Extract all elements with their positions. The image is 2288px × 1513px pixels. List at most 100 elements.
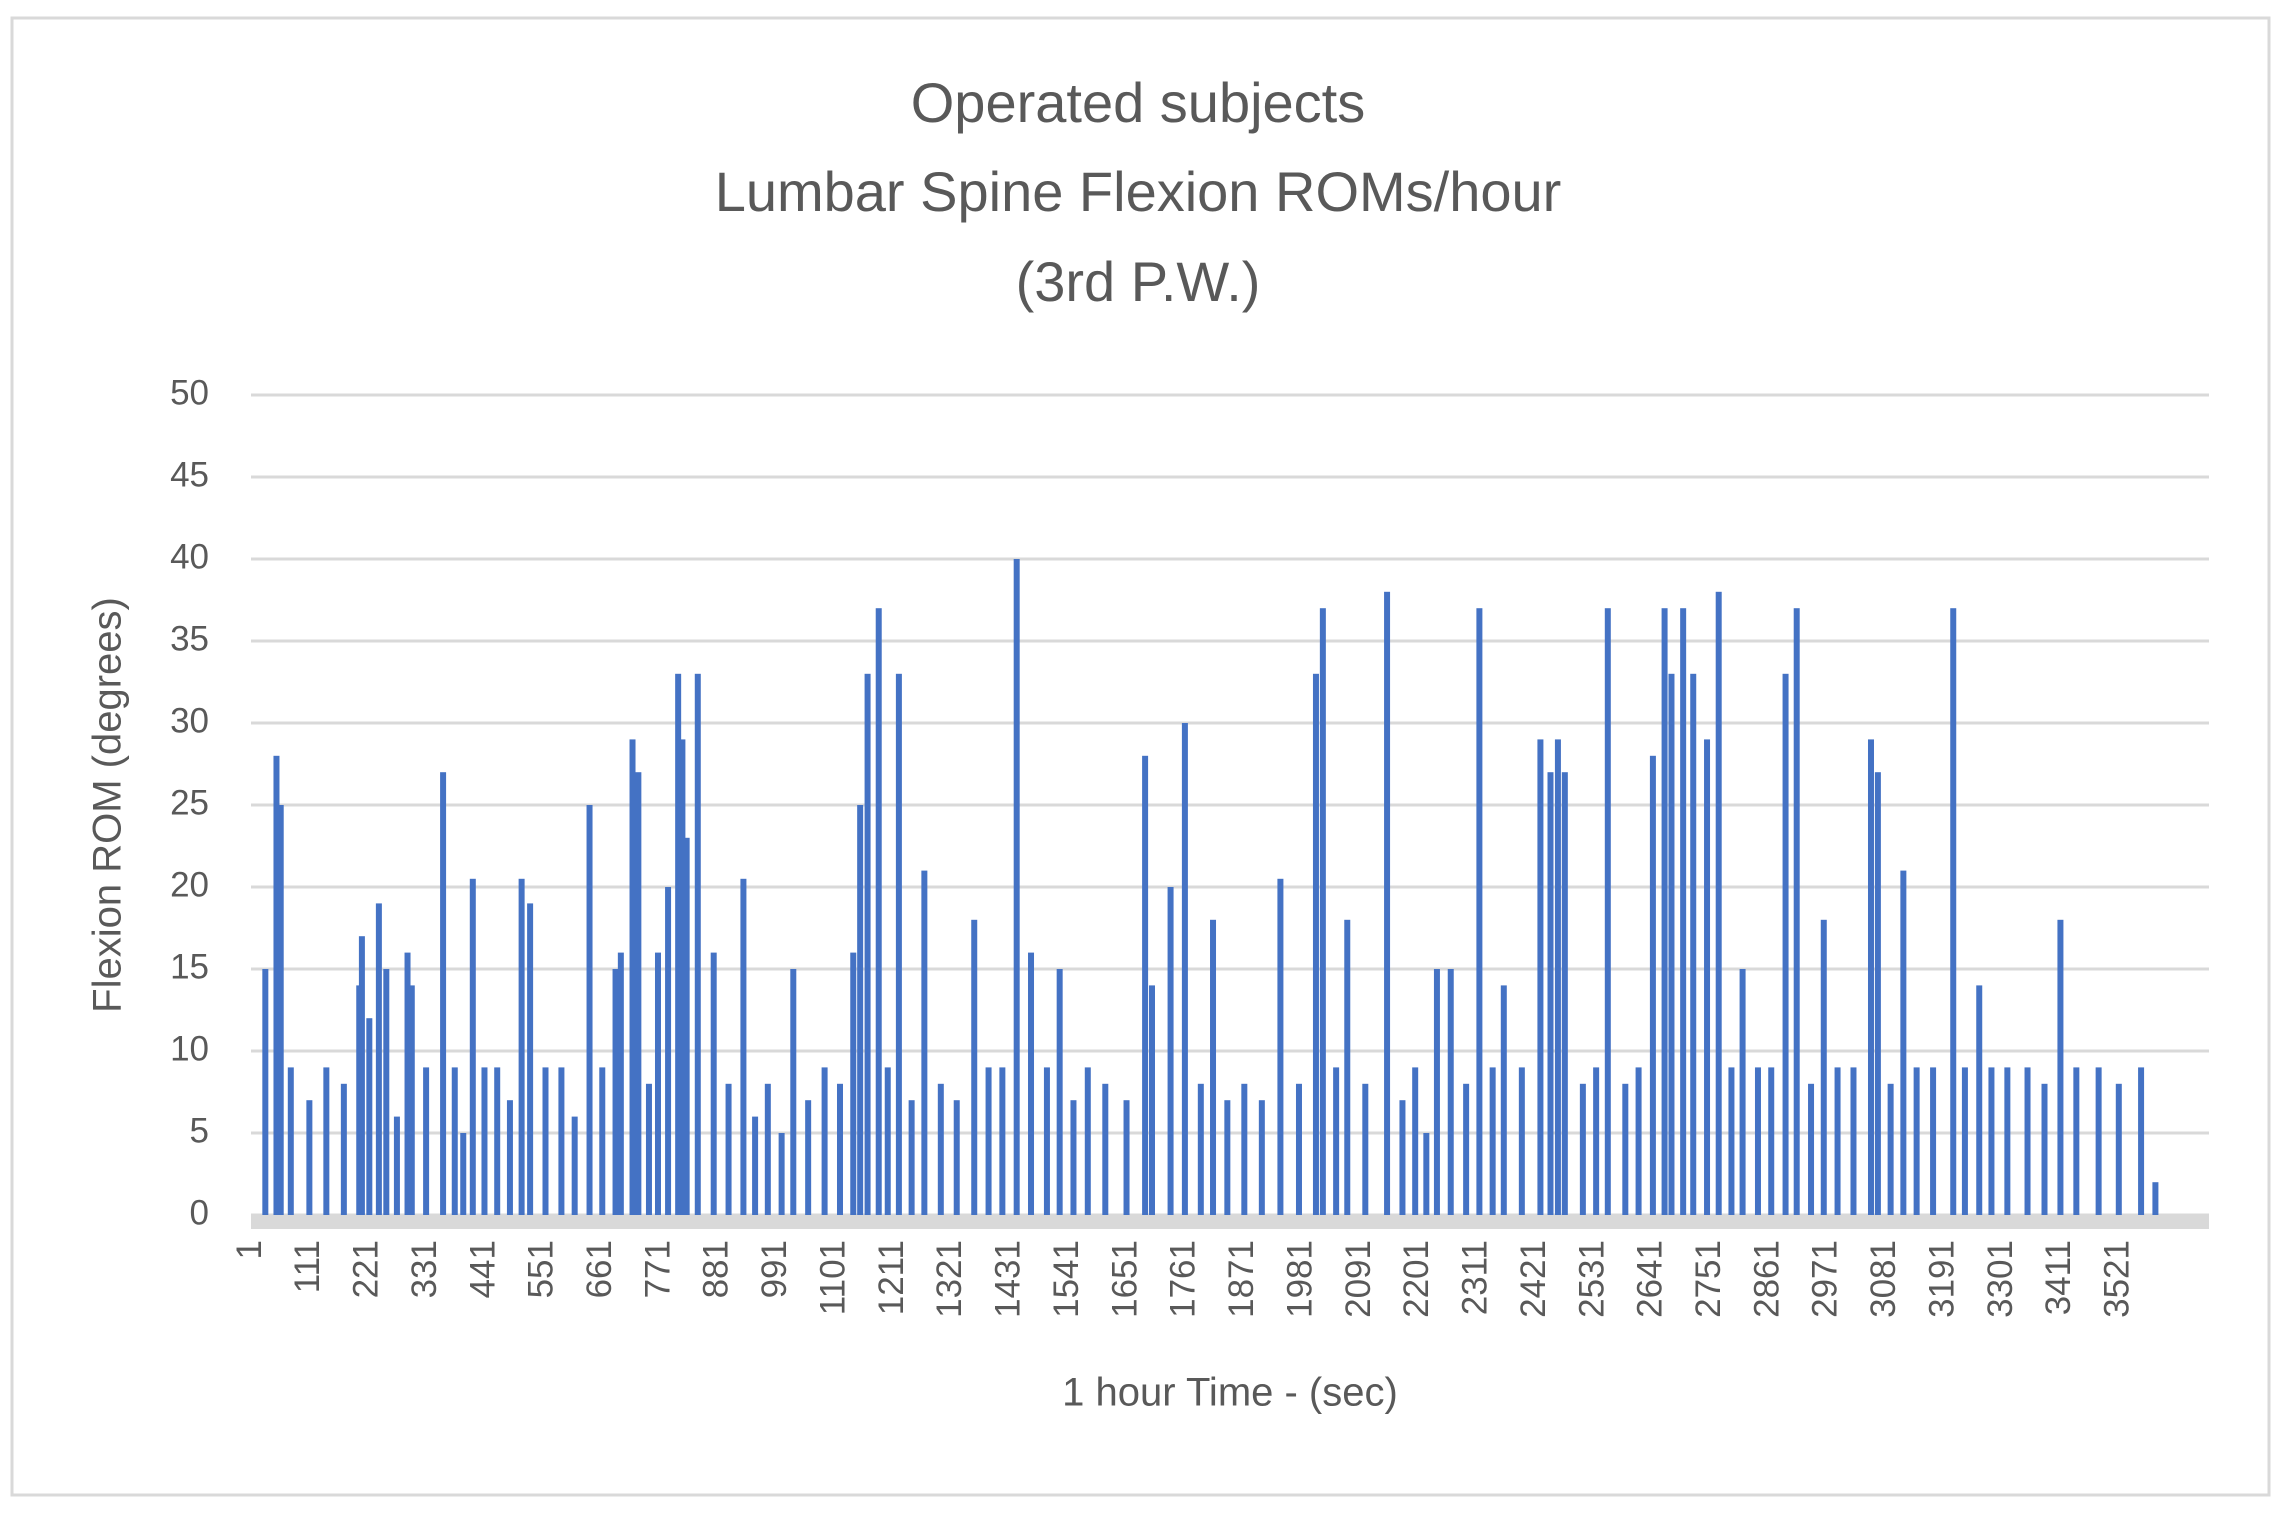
x-tick-label: 331: [405, 1240, 444, 1298]
bar: [1476, 608, 1483, 1215]
bar: [1950, 608, 1957, 1215]
x-tick-label: 2751: [1689, 1240, 1728, 1318]
bar: [1384, 591, 1391, 1215]
bar: [1874, 772, 1881, 1215]
bar: [683, 837, 690, 1215]
bar: [1754, 1067, 1761, 1215]
x-tick-label: 2091: [1339, 1240, 1378, 1318]
x-tick-label: 1321: [930, 1240, 969, 1318]
bar: [1704, 739, 1711, 1215]
bar: [358, 936, 365, 1215]
x-tick-label: 3081: [1864, 1240, 1903, 1318]
bar: [1808, 1083, 1815, 1215]
bar: [1739, 969, 1746, 1215]
bar: [612, 969, 619, 1215]
bar: [2095, 1067, 2102, 1215]
bar: [836, 1083, 843, 1215]
bar: [383, 969, 390, 1215]
bar: [1043, 1067, 1050, 1215]
x-tick-label: 991: [755, 1240, 794, 1298]
bar: [1768, 1067, 1775, 1215]
x-tick-label: 1761: [1164, 1240, 1203, 1318]
bar: [1489, 1067, 1496, 1215]
bar: [617, 952, 624, 1215]
bar: [1167, 887, 1174, 1215]
bar: [725, 1083, 732, 1215]
bar: [1241, 1083, 1248, 1215]
bar: [287, 1067, 294, 1215]
bar: [1715, 591, 1722, 1215]
y-tick-label: 0: [190, 1193, 209, 1232]
bar: [953, 1100, 960, 1215]
bar: [1362, 1083, 1369, 1215]
x-tick-label: 3301: [1981, 1240, 2020, 1318]
bar: [740, 878, 747, 1215]
bar: [921, 870, 928, 1215]
bar: [1500, 985, 1507, 1215]
bar: [1913, 1067, 1920, 1215]
bar: [694, 673, 701, 1215]
bar: [1930, 1067, 1937, 1215]
bar: [1412, 1067, 1419, 1215]
bar: [366, 1018, 373, 1215]
bar: [393, 1116, 400, 1215]
x-axis-title: 1 hour Time - (sec): [1062, 1371, 1398, 1415]
bar: [1070, 1100, 1077, 1215]
x-tick-label: 551: [522, 1240, 561, 1298]
bar: [999, 1067, 1006, 1215]
bar: [629, 739, 636, 1215]
bar: [586, 805, 593, 1215]
y-tick-label: 25: [170, 783, 209, 822]
bar: [1604, 608, 1611, 1215]
x-tick-label: 221: [347, 1240, 386, 1298]
bar: [1988, 1067, 1995, 1215]
bar: [2073, 1067, 2080, 1215]
bar: [451, 1067, 458, 1215]
chart-title: (3rd P.W.): [1016, 250, 1261, 313]
bar: [423, 1067, 430, 1215]
x-tick-label: 441: [463, 1240, 502, 1298]
bar: [1142, 755, 1149, 1215]
bar: [1820, 919, 1827, 1215]
chart-title: Operated subjects: [911, 71, 1365, 134]
y-tick-label: 35: [170, 619, 209, 658]
bar: [306, 1100, 313, 1215]
bar: [790, 969, 797, 1215]
y-tick-label: 10: [170, 1029, 209, 1068]
bar: [2138, 1067, 2145, 1215]
bar: [1867, 739, 1874, 1215]
bar: [469, 878, 476, 1215]
bar: [821, 1067, 828, 1215]
y-tick-label: 15: [170, 947, 209, 986]
y-tick-label: 40: [170, 537, 209, 576]
bar: [908, 1100, 915, 1215]
x-tick-label: 1431: [989, 1240, 1028, 1318]
bar: [645, 1083, 652, 1215]
chart-frame: [10, 16, 2271, 1497]
bar: [1622, 1083, 1629, 1215]
bar: [1887, 1083, 1894, 1215]
x-tick-label: 2641: [1631, 1240, 1670, 1318]
bar: [675, 673, 682, 1215]
bar: [440, 772, 447, 1215]
bar: [875, 608, 882, 1215]
bar: [2057, 919, 2064, 1215]
bar: [895, 673, 902, 1215]
bar: [679, 739, 686, 1215]
bar: [1319, 608, 1326, 1215]
bar: [1635, 1067, 1642, 1215]
bar: [518, 878, 525, 1215]
bar: [864, 673, 871, 1215]
chart-title: Lumbar Spine Flexion ROMs/hour: [715, 160, 1562, 223]
x-tick-label: 2421: [1514, 1240, 1553, 1318]
x-tick-label: 1981: [1280, 1240, 1319, 1318]
bar: [1537, 739, 1544, 1215]
bar: [1850, 1067, 1857, 1215]
bar: [971, 919, 978, 1215]
bar: [1102, 1083, 1109, 1215]
bar: [1197, 1083, 1204, 1215]
bar: [1399, 1100, 1406, 1215]
bar: [404, 952, 411, 1215]
bar: [375, 903, 382, 1215]
